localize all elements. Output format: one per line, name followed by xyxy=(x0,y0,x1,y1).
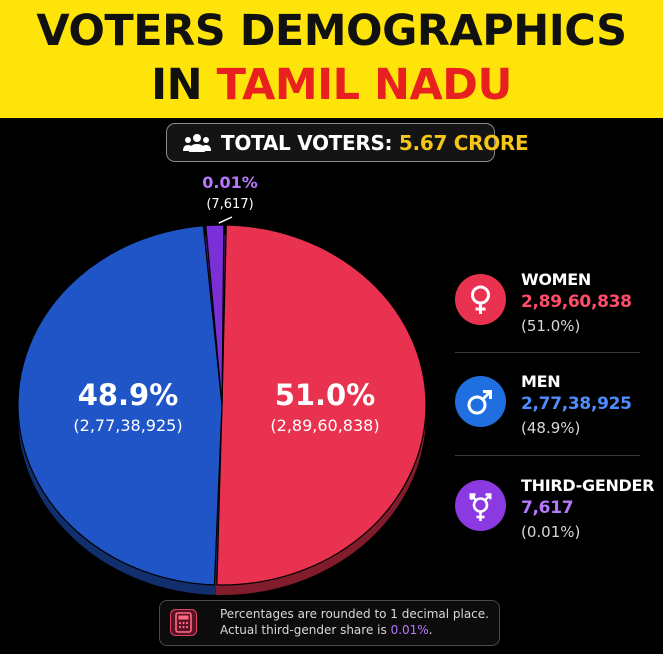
note-line-2-prefix: Actual third-gender share is xyxy=(220,623,391,637)
calculator-icon xyxy=(170,609,197,636)
pie-label-pct-men: 48.9% xyxy=(78,378,179,412)
note-line-2-suffix: . xyxy=(428,623,433,637)
legend-women-count: 2,89,60,838 xyxy=(521,292,632,312)
pie-label-count-third-gender: (7,617) xyxy=(206,197,253,212)
legend-third-gender-pct: (0.01%) xyxy=(521,523,581,541)
pie-slice-women xyxy=(216,224,427,586)
legend-third-gender-count: 7,617 xyxy=(521,498,574,518)
pie-svg: 51.0% (2,89,60,838) 48.9% (2,77,38,925) 0.01… xyxy=(17,173,427,595)
header-banner: VOTERS DEMOGRAPHICS IN TAMIL NADU xyxy=(0,0,663,118)
title-line-1: VOTERS DEMOGRAPHICS xyxy=(36,6,627,56)
note-line-2-value: 0.01% xyxy=(390,623,429,637)
pie-label-count-women: (2,89,60,838) xyxy=(270,416,379,435)
legend-women-pct: (51.0%) xyxy=(521,317,581,335)
legend-item-women: WOMEN 2,89,60,838 (51.0%) xyxy=(455,262,663,358)
rounding-note-text: Percentages are rounded to 1 decimal pla… xyxy=(220,606,489,638)
note-line-1: Percentages are rounded to 1 decimal pla… xyxy=(220,607,489,621)
rounding-note: Percentages are rounded to 1 decimal pla… xyxy=(159,600,500,646)
legend-divider xyxy=(455,352,640,353)
note-line-2: Actual third-gender share is 0.01%. xyxy=(220,622,489,638)
legend-men-name: MEN xyxy=(521,372,561,391)
total-voters-label: TOTAL VOTERS: xyxy=(221,131,399,155)
legend-item-third-gender: THIRD-GENDER 7,617 (0.01%) xyxy=(455,468,663,564)
legend-third-gender-name: THIRD-GENDER xyxy=(521,476,655,495)
transgender-symbol-icon xyxy=(455,480,506,531)
male-symbol-icon xyxy=(455,376,506,427)
legend-men-pct: (48.9%) xyxy=(521,419,581,437)
pie-label-pct-women: 51.0% xyxy=(275,378,376,412)
total-voters-text: TOTAL VOTERS: 5.67 CRORE xyxy=(221,131,529,155)
pie-slice-third-gender xyxy=(205,224,225,406)
title-line-2: IN TAMIL NADU xyxy=(0,60,663,110)
female-symbol-icon xyxy=(455,274,506,325)
legend-men-count: 2,77,38,925 xyxy=(521,394,632,414)
pie-label-pct-third-gender: 0.01% xyxy=(202,173,258,192)
legend-divider xyxy=(455,455,640,456)
title-accent: TAMIL NADU xyxy=(216,60,513,110)
pie-label-count-men: (2,77,38,925) xyxy=(73,416,182,435)
legend-women-name: WOMEN xyxy=(521,270,591,289)
pie-slice-men xyxy=(17,225,223,586)
total-voters-value: 5.67 CRORE xyxy=(398,131,529,155)
title-prefix: IN xyxy=(151,60,217,110)
pie-chart: 51.0% (2,89,60,838) 48.9% (2,77,38,925) 0.01… xyxy=(0,160,450,600)
people-group-icon xyxy=(183,134,211,152)
third-gender-leader-line xyxy=(218,216,233,224)
total-voters-badge: TOTAL VOTERS: 5.67 CRORE xyxy=(166,123,529,162)
legend-item-men: MEN 2,77,38,925 (48.9%) xyxy=(455,364,663,460)
